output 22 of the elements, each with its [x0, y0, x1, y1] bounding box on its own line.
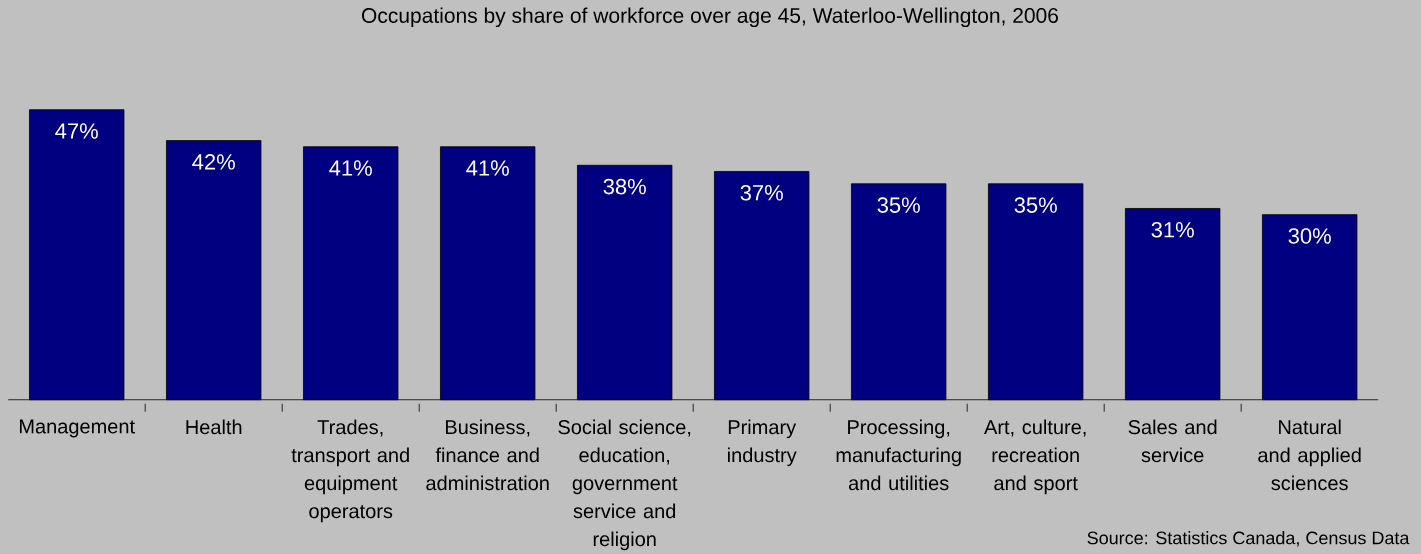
x-tick-label: Primary industry: [728, 419, 797, 467]
data-label: 47%: [55, 123, 98, 139]
x-tick-label: Natural and applied sciences: [1258, 419, 1361, 491]
data-label: 31%: [1151, 221, 1194, 238]
chart-title: Occupations by share of workforce over age 45, Waterloo-Wellington, 2006: [361, 7, 1058, 28]
source-note: Source: Statistics Canada, Census Data: [1087, 531, 1410, 547]
x-tick-label: Art, culture, recreation and sport: [984, 419, 1086, 495]
data-label: 35%: [1014, 197, 1057, 213]
data-label: 42%: [192, 154, 235, 170]
x-tick-label: Trades, transport and equipment operators: [291, 419, 409, 523]
x-tick-label: Management: [19, 419, 135, 438]
x-tick-label: Processing, manufacturing and utilities: [836, 419, 961, 491]
data-label: 35%: [877, 197, 920, 213]
data-label: 37%: [740, 184, 783, 201]
x-tick-label: Sales and service: [1128, 419, 1217, 463]
x-tick-label: Business, finance and administration: [426, 419, 549, 491]
data-label: 41%: [329, 160, 372, 176]
data-label: 41%: [466, 160, 509, 176]
data-label: 38%: [603, 178, 646, 195]
x-tick-label: Social science, education, government service and religion: [558, 419, 691, 551]
data-label: 30%: [1288, 228, 1331, 244]
x-tick-label: Health: [186, 419, 242, 435]
